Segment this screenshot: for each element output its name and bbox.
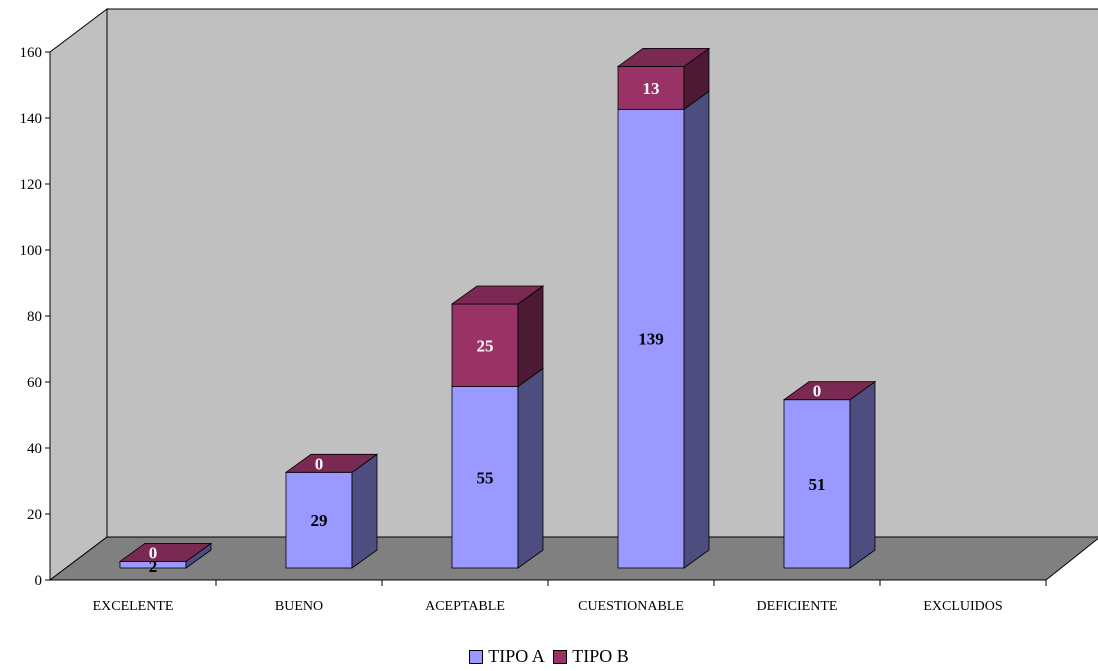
bar-side bbox=[351, 453, 378, 569]
back-wall bbox=[106, 8, 1098, 538]
data-label: 0 bbox=[315, 454, 324, 473]
x-tick-label: EXCLUIDOS bbox=[923, 599, 1002, 614]
y-tick-label: 40 bbox=[27, 441, 42, 457]
data-label: 2 bbox=[149, 557, 158, 576]
data-label: 51 bbox=[809, 475, 826, 494]
y-tick-label: 20 bbox=[27, 507, 42, 523]
legend-label-tipo-a: TIPO A bbox=[488, 646, 545, 666]
y-tick-label: 80 bbox=[27, 309, 42, 325]
data-label: 0 bbox=[813, 382, 822, 401]
y-tick-label: 160 bbox=[20, 45, 43, 61]
y-tick-label: 140 bbox=[20, 111, 43, 127]
bar-front bbox=[617, 66, 685, 110]
bar-front bbox=[451, 303, 519, 387]
bar-side bbox=[683, 90, 710, 569]
legend-label-tipo-b: TIPO B bbox=[572, 646, 629, 666]
legend-item-tipo-b: TIPO B bbox=[553, 646, 629, 667]
y-tick-label: 60 bbox=[27, 375, 42, 391]
y-tick-label: 120 bbox=[20, 177, 43, 193]
data-label: 55 bbox=[477, 468, 494, 487]
data-label: 0 bbox=[149, 543, 158, 562]
bar-top bbox=[450, 285, 545, 305]
side-wall bbox=[49, 7, 108, 582]
bar-side bbox=[849, 380, 876, 569]
x-tick-label: BUENO bbox=[275, 599, 323, 614]
data-label: 139 bbox=[638, 330, 664, 349]
data-label: 13 bbox=[643, 79, 660, 98]
x-tick-label: ACEPTABLE bbox=[425, 599, 505, 614]
bar-front bbox=[617, 108, 685, 569]
chart-legend: TIPO A TIPO B bbox=[0, 646, 1098, 669]
data-label: 29 bbox=[311, 511, 328, 530]
legend-swatch-tipo-a bbox=[469, 649, 484, 664]
chart-bars bbox=[118, 47, 877, 569]
data-label: 25 bbox=[477, 336, 494, 355]
bar-top bbox=[284, 453, 379, 473]
x-tick-label: CUESTIONABLE bbox=[578, 599, 684, 614]
y-tick-label: 0 bbox=[35, 573, 43, 589]
x-tick-label: DEFICIENTE bbox=[757, 599, 838, 614]
x-tick-label: EXCELENTE bbox=[93, 599, 174, 614]
bar-top bbox=[118, 543, 213, 562]
bar-front bbox=[783, 399, 851, 569]
bar-front bbox=[451, 386, 519, 569]
legend-item-tipo-a: TIPO A bbox=[469, 646, 545, 667]
bar-side bbox=[517, 367, 544, 569]
chart-walls bbox=[48, 7, 1098, 582]
legend-swatch-tipo-b bbox=[553, 649, 568, 664]
bar-top bbox=[616, 48, 711, 67]
bar-top bbox=[782, 381, 877, 401]
y-tick-label: 100 bbox=[20, 243, 43, 259]
bar-front bbox=[285, 471, 353, 569]
